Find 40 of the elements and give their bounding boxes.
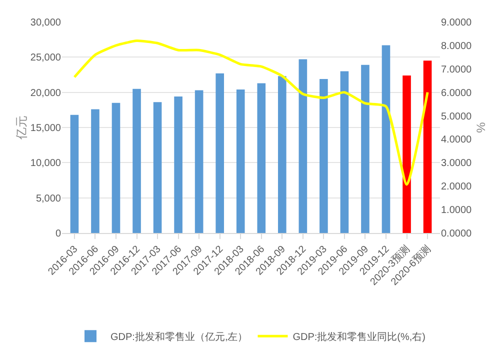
y-axis-title: 亿元: [14, 116, 28, 140]
y-tick-label: 15,000: [30, 123, 62, 134]
line-series: [73, 40, 429, 186]
y-tick-label: 25,000: [30, 52, 62, 64]
bar: [298, 59, 308, 233]
y-tick-label: 30,000: [30, 18, 62, 28]
bar: [278, 76, 286, 233]
y2-tick-label: 2.0000: [441, 182, 472, 193]
bar: [361, 64, 370, 233]
bar: [132, 88, 141, 233]
bar: [320, 78, 328, 233]
bar: [112, 102, 120, 233]
y-tick-label: 20,000: [30, 88, 62, 99]
bar: [153, 102, 162, 233]
legend-label: GDP:批发和零售业（亿元,左）: [110, 331, 248, 344]
y2-tick-label: 9.0000: [441, 18, 472, 28]
y2-tick-label: 5.0000: [441, 111, 472, 122]
y2-axis-title: %: [474, 122, 488, 133]
bar: [216, 73, 224, 233]
y2-tick-label: 6.0000: [441, 88, 472, 99]
bar: [174, 96, 182, 233]
y2-tick-label: 1.0000: [441, 205, 472, 216]
y-tick-label: 10,000: [30, 158, 62, 170]
bar: [423, 60, 432, 233]
bar: [340, 71, 349, 233]
y2-tick-label: 8.0000: [441, 40, 472, 52]
bar: [382, 45, 390, 233]
bar: [257, 83, 266, 233]
y2-tick-label: 4.0000: [441, 134, 472, 146]
y-tick-label: 5,000: [36, 193, 62, 204]
y-tick-label: 0: [55, 228, 62, 240]
bar: [70, 114, 79, 233]
y2-tick-label: 0.0000: [441, 228, 472, 240]
bar: [194, 90, 204, 233]
y2-tick-label: 3.0000: [441, 158, 472, 170]
y2-tick-label: 7.0000: [441, 64, 472, 76]
legend-label: GDP:批发和零售业同比(%,右): [292, 331, 426, 344]
bar: [402, 75, 411, 233]
bar: [236, 90, 245, 233]
bar: [91, 109, 100, 233]
